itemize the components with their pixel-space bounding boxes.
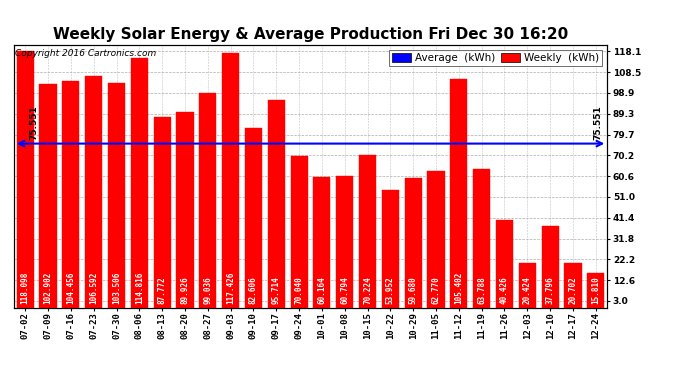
Bar bbox=[404, 178, 422, 308]
Text: 117.426: 117.426 bbox=[226, 272, 235, 304]
Bar bbox=[382, 190, 399, 308]
Text: 118.098: 118.098 bbox=[21, 272, 30, 304]
Text: 75.551: 75.551 bbox=[30, 106, 39, 140]
Bar bbox=[62, 81, 79, 308]
Bar bbox=[290, 156, 308, 308]
Text: 114.816: 114.816 bbox=[135, 272, 144, 304]
Bar bbox=[564, 262, 582, 308]
Text: 60.794: 60.794 bbox=[340, 276, 349, 304]
Bar bbox=[268, 100, 285, 308]
Text: 59.680: 59.680 bbox=[408, 276, 417, 304]
Legend: Average  (kWh), Weekly  (kWh): Average (kWh), Weekly (kWh) bbox=[389, 50, 602, 66]
Text: 20.424: 20.424 bbox=[523, 276, 532, 304]
Bar bbox=[428, 171, 444, 308]
Text: 53.952: 53.952 bbox=[386, 276, 395, 304]
Bar bbox=[177, 112, 193, 308]
Text: Copyright 2016 Cartronics.com: Copyright 2016 Cartronics.com bbox=[15, 49, 156, 58]
Text: 103.506: 103.506 bbox=[112, 272, 121, 304]
Bar bbox=[222, 53, 239, 307]
Text: 106.592: 106.592 bbox=[89, 272, 98, 304]
Text: 104.456: 104.456 bbox=[66, 272, 75, 304]
Text: 99.036: 99.036 bbox=[204, 276, 213, 304]
Bar bbox=[131, 58, 148, 308]
Bar bbox=[587, 273, 604, 308]
Bar bbox=[108, 83, 125, 308]
Title: Weekly Solar Energy & Average Production Fri Dec 30 16:20: Weekly Solar Energy & Average Production… bbox=[53, 27, 568, 42]
Bar bbox=[336, 176, 353, 308]
Text: 63.788: 63.788 bbox=[477, 276, 486, 304]
Text: 102.902: 102.902 bbox=[43, 272, 52, 304]
Text: 70.224: 70.224 bbox=[363, 276, 372, 304]
Bar bbox=[542, 225, 559, 308]
Text: 40.426: 40.426 bbox=[500, 276, 509, 304]
Bar bbox=[85, 76, 102, 308]
Bar bbox=[17, 51, 34, 308]
Text: 82.606: 82.606 bbox=[249, 276, 258, 304]
Text: 15.810: 15.810 bbox=[591, 276, 600, 304]
Text: 20.702: 20.702 bbox=[569, 276, 578, 304]
Bar bbox=[359, 155, 376, 308]
Bar bbox=[473, 169, 490, 308]
Text: 62.770: 62.770 bbox=[431, 276, 440, 304]
Bar bbox=[199, 93, 217, 308]
Bar bbox=[451, 79, 467, 308]
Text: 87.772: 87.772 bbox=[157, 276, 167, 304]
Bar bbox=[496, 220, 513, 308]
Bar bbox=[519, 263, 536, 308]
Bar bbox=[154, 117, 170, 308]
Bar bbox=[245, 128, 262, 308]
Text: 70.040: 70.040 bbox=[295, 276, 304, 304]
Bar bbox=[313, 177, 331, 308]
Text: 95.714: 95.714 bbox=[272, 276, 281, 304]
Text: 60.164: 60.164 bbox=[317, 276, 326, 304]
Text: 105.402: 105.402 bbox=[454, 272, 464, 304]
Text: 37.796: 37.796 bbox=[546, 276, 555, 304]
Text: 89.926: 89.926 bbox=[181, 276, 190, 304]
Text: 75.551: 75.551 bbox=[593, 106, 602, 140]
Bar bbox=[39, 84, 57, 308]
